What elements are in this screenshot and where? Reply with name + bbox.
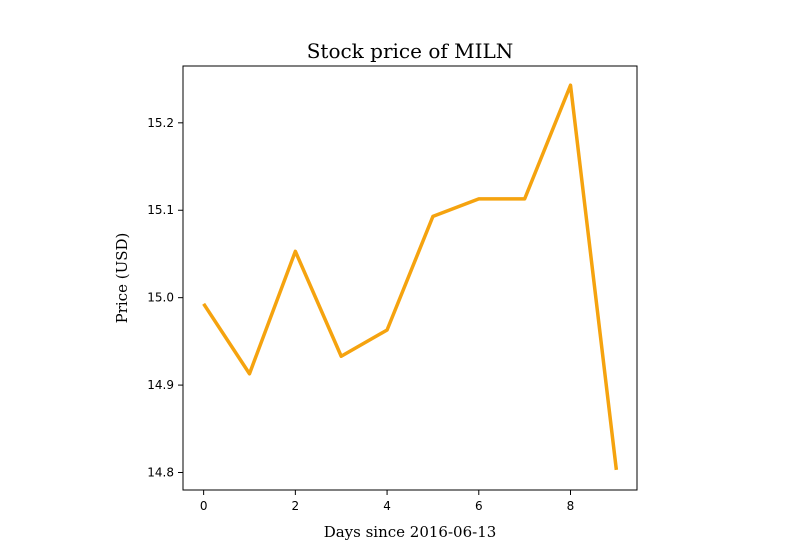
chart-title: Stock price of MILN: [307, 39, 514, 63]
x-tick-label: 8: [567, 499, 575, 513]
x-tick-label: 6: [475, 499, 483, 513]
x-axis-label: Days since 2016-06-13: [324, 523, 497, 541]
y-tick-label: 15.2: [147, 116, 174, 130]
x-axis-ticks: 0 2 4 6 8: [200, 490, 575, 513]
x-tick-label: 2: [292, 499, 300, 513]
series-line: [202, 83, 619, 471]
y-axis-label: Price (USD): [113, 233, 131, 324]
y-tick-label: 14.9: [147, 378, 174, 392]
y-tick-label: 15.1: [147, 203, 174, 217]
y-axis-ticks: 14.8 14.9 15.0 15.1 15.2: [147, 116, 183, 480]
y-tick-label: 15.0: [147, 291, 174, 305]
y-tick-label: 14.8: [147, 466, 174, 480]
plot-frame: [182, 65, 638, 491]
x-tick-label: 0: [200, 499, 208, 513]
x-tick-label: 4: [383, 499, 391, 513]
